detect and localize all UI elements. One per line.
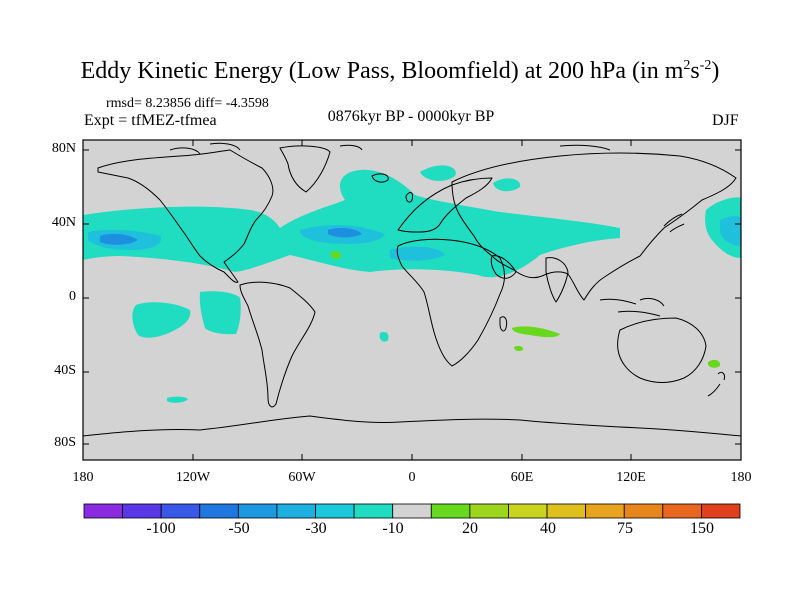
map-background [83, 140, 741, 460]
season-label: DJF [712, 112, 739, 129]
xtick-label: 120W [175, 470, 211, 485]
positive-anomaly [331, 251, 721, 368]
colorbar-swatch [585, 503, 625, 519]
colorbar-label: -30 [305, 520, 327, 537]
colorbar-label: 20 [462, 520, 478, 537]
axis-ticks [82, 140, 742, 460]
xtick-label: 60E [510, 470, 534, 485]
ytick-label: 40S [54, 363, 76, 378]
experiment-label: Expt = tfMEZ-tfmea [84, 112, 217, 129]
colorbar-swatch [160, 503, 201, 519]
colorbar-swatch [392, 503, 432, 519]
colorbar [83, 503, 741, 519]
colorbar-swatch [237, 503, 278, 519]
ytick-label: 80S [54, 435, 76, 450]
chart-title: Eddy Kinetic Energy (Low Pass, Bloomfiel… [80, 58, 720, 84]
map-field [83, 140, 741, 460]
ytick-label: 0 [69, 289, 76, 304]
colorbar-swatch [662, 503, 702, 519]
xtick-label: 120E [616, 470, 646, 485]
colorbar-swatch [276, 503, 316, 519]
xtick-label: 60W [288, 470, 316, 485]
colorbar-label: 150 [690, 520, 714, 537]
colorbar-swatch [546, 503, 587, 519]
colorbar-swatch [623, 503, 664, 519]
colorbar-swatch [315, 503, 355, 519]
negative-anomaly-strong [100, 227, 362, 245]
colorbar-swatch [469, 503, 509, 519]
colorbar-swatch [199, 503, 239, 519]
xtick-label: 180 [72, 470, 94, 485]
ytick-label: 40N [51, 215, 76, 230]
colorbar-label: -10 [382, 520, 404, 537]
colorbar-label: 40 [540, 520, 556, 537]
colorbar-label: -50 [228, 520, 250, 537]
colorbar-swatch [701, 503, 741, 519]
colorbar-swatch [508, 503, 548, 519]
xtick-label: 180 [730, 470, 752, 485]
colorbar-swatch [122, 503, 162, 519]
coastlines [83, 142, 741, 437]
colorbar-label: -100 [146, 520, 176, 537]
stats-line: rmsd= 8.23856 diff= -4.3598 [106, 96, 269, 111]
ytick-label: 80N [51, 141, 76, 156]
colorbar-label: 75 [617, 520, 633, 537]
xtick-label: 0 [408, 470, 416, 485]
colorbar-swatch [430, 503, 471, 519]
colorbar-swatch [353, 503, 394, 519]
colorbar-swatch [83, 503, 123, 519]
period-label: 0876kyr BP - 0000kyr BP [327, 108, 495, 125]
